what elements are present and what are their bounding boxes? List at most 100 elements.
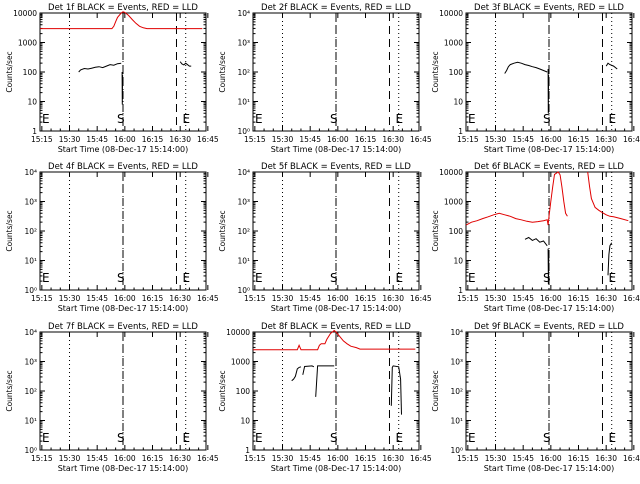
y-tick-label: 10000 [13, 9, 37, 18]
y-axis-label: Counts/sec [218, 51, 227, 92]
events-series-line [524, 236, 548, 247]
x-tick-label: 16:30 [382, 294, 404, 303]
panel-title: Det 7f BLACK = Events, RED = LLD [48, 322, 198, 332]
y-tick-label: 10 [27, 98, 37, 107]
x-tick-label: 15:30 [59, 294, 81, 303]
y-tick-label: 10¹ [450, 417, 463, 426]
y-axis-label: Counts/sec [5, 370, 14, 411]
end-marker-label: E [608, 271, 616, 285]
x-axis-label: Start Time (08-Dec-17 15:14:00) [58, 464, 189, 473]
y-tick-label: 1 [32, 127, 37, 136]
end-marker-label-left: E [255, 431, 263, 445]
y-tick-label: 10⁰ [237, 286, 250, 295]
y-tick-label: 10⁴ [450, 328, 463, 337]
x-tick-label: 16:30 [169, 135, 191, 144]
y-tick-label: 1000 [231, 358, 250, 367]
lld-series-line [465, 171, 568, 226]
panel-det-8: Det 8f BLACK = Events, RED = LLD 1 10 100 10… [218, 322, 432, 473]
y-tick-label: 100 [449, 227, 464, 236]
events-series-line [78, 62, 122, 73]
x-tick-label: 15:30 [272, 454, 294, 463]
y-axis-label: Counts/sec [431, 210, 440, 251]
y-tick-label: 1 [458, 286, 463, 295]
y-tick-label: 10¹ [24, 257, 37, 266]
x-tick-label: 16:00 [327, 135, 349, 144]
end-marker-label: E [395, 271, 403, 285]
end-marker-label-left: E [468, 271, 476, 285]
y-tick-label: 10000 [439, 9, 463, 18]
x-tick-label: 16:30 [382, 454, 404, 463]
y-tick-label: 10⁴ [24, 168, 37, 177]
y-tick-label: 10¹ [24, 417, 37, 426]
x-tick-label: 16:15 [355, 294, 377, 303]
x-tick-label: 15:15 [457, 294, 479, 303]
events-series-line [179, 61, 192, 67]
x-tick-label: 16:00 [540, 294, 562, 303]
y-tick-label: 10² [237, 227, 250, 236]
events-series-line [315, 365, 335, 397]
start-marker-label: S [330, 431, 338, 445]
end-marker-label-left: E [255, 112, 263, 126]
panel-title: Det 8f BLACK = Events, RED = LLD [261, 322, 411, 332]
x-tick-label: 15:15 [31, 294, 53, 303]
panel-det-9: Det 9f BLACK = Events, RED = LLD 10⁰ 10¹ 10… [431, 322, 640, 473]
x-tick-label: 15:15 [244, 294, 266, 303]
panel-det-4: Det 4f BLACK = Events, RED = LLD 10⁰ 10¹ 10… [5, 162, 219, 313]
end-marker-label-left: E [42, 431, 50, 445]
events-series-line [547, 68, 550, 114]
y-tick-label: 10² [237, 68, 250, 77]
y-axis-label: Counts/sec [5, 51, 14, 92]
x-tick-label: 16:30 [595, 135, 617, 144]
x-tick-label: 16:45 [623, 294, 640, 303]
y-tick-label: 10³ [24, 358, 37, 367]
start-marker-label: S [117, 112, 125, 126]
start-marker-label: S [330, 112, 338, 126]
x-tick-label: 15:45 [299, 454, 321, 463]
x-tick-label: 15:30 [485, 294, 507, 303]
y-tick-label: 10⁴ [237, 9, 250, 18]
x-tick-label: 15:15 [244, 454, 266, 463]
x-tick-label: 15:45 [512, 135, 534, 144]
end-marker-label: E [608, 431, 616, 445]
x-tick-label: 16:00 [327, 294, 349, 303]
y-axis-label: Counts/sec [5, 210, 14, 251]
x-tick-label: 15:15 [457, 135, 479, 144]
x-tick-label: 15:45 [86, 454, 108, 463]
end-marker-label-left: E [468, 112, 476, 126]
x-tick-label: 15:45 [512, 294, 534, 303]
y-tick-label: 10³ [237, 39, 250, 48]
end-marker-label: E [608, 112, 616, 126]
y-tick-label: 1000 [444, 39, 463, 48]
x-tick-label: 16:15 [142, 294, 164, 303]
end-marker-label: E [395, 431, 403, 445]
end-marker-label-left: E [42, 112, 50, 126]
x-tick-label: 15:15 [244, 135, 266, 144]
x-tick-label: 16:45 [623, 454, 640, 463]
y-axis-label: Counts/sec [218, 370, 227, 411]
y-tick-label: 10³ [237, 198, 250, 207]
y-tick-label: 1 [245, 446, 250, 455]
y-tick-label: 10³ [24, 198, 37, 207]
panel-det-1: Det 1f BLACK = Events, RED = LLD 1 10 100 10… [5, 3, 219, 154]
x-tick-label: 16:15 [142, 454, 164, 463]
panel-det-2: Det 2f BLACK = Events, RED = LLD 10⁰ 10¹ 10… [218, 3, 432, 154]
end-marker-label-left: E [42, 271, 50, 285]
panel-det-5: Det 5f BLACK = Events, RED = LLD 10⁰ 10¹ 10… [218, 162, 432, 313]
y-tick-label: 10 [240, 417, 250, 426]
x-tick-label: 16:30 [382, 135, 404, 144]
panel-title: Det 6f BLACK = Events, RED = LLD [474, 162, 624, 172]
y-tick-label: 10¹ [237, 257, 250, 266]
events-series-line [121, 71, 124, 105]
panel-title: Det 9f BLACK = Events, RED = LLD [474, 322, 624, 332]
y-tick-label: 10³ [450, 358, 463, 367]
panel-det-6: Det 6f BLACK = Events, RED = LLD 1 10 100 10… [431, 162, 640, 313]
x-axis-label: Start Time (08-Dec-17 15:14:00) [484, 145, 615, 154]
y-axis-label: Counts/sec [431, 370, 440, 411]
x-axis-label: Start Time (08-Dec-17 15:14:00) [271, 304, 402, 313]
events-series-line [605, 62, 618, 70]
lld-series-line [253, 329, 416, 351]
y-tick-label: 10² [450, 387, 463, 396]
x-tick-label: 16:15 [568, 454, 590, 463]
x-axis-label: Start Time (08-Dec-17 15:14:00) [58, 145, 189, 154]
